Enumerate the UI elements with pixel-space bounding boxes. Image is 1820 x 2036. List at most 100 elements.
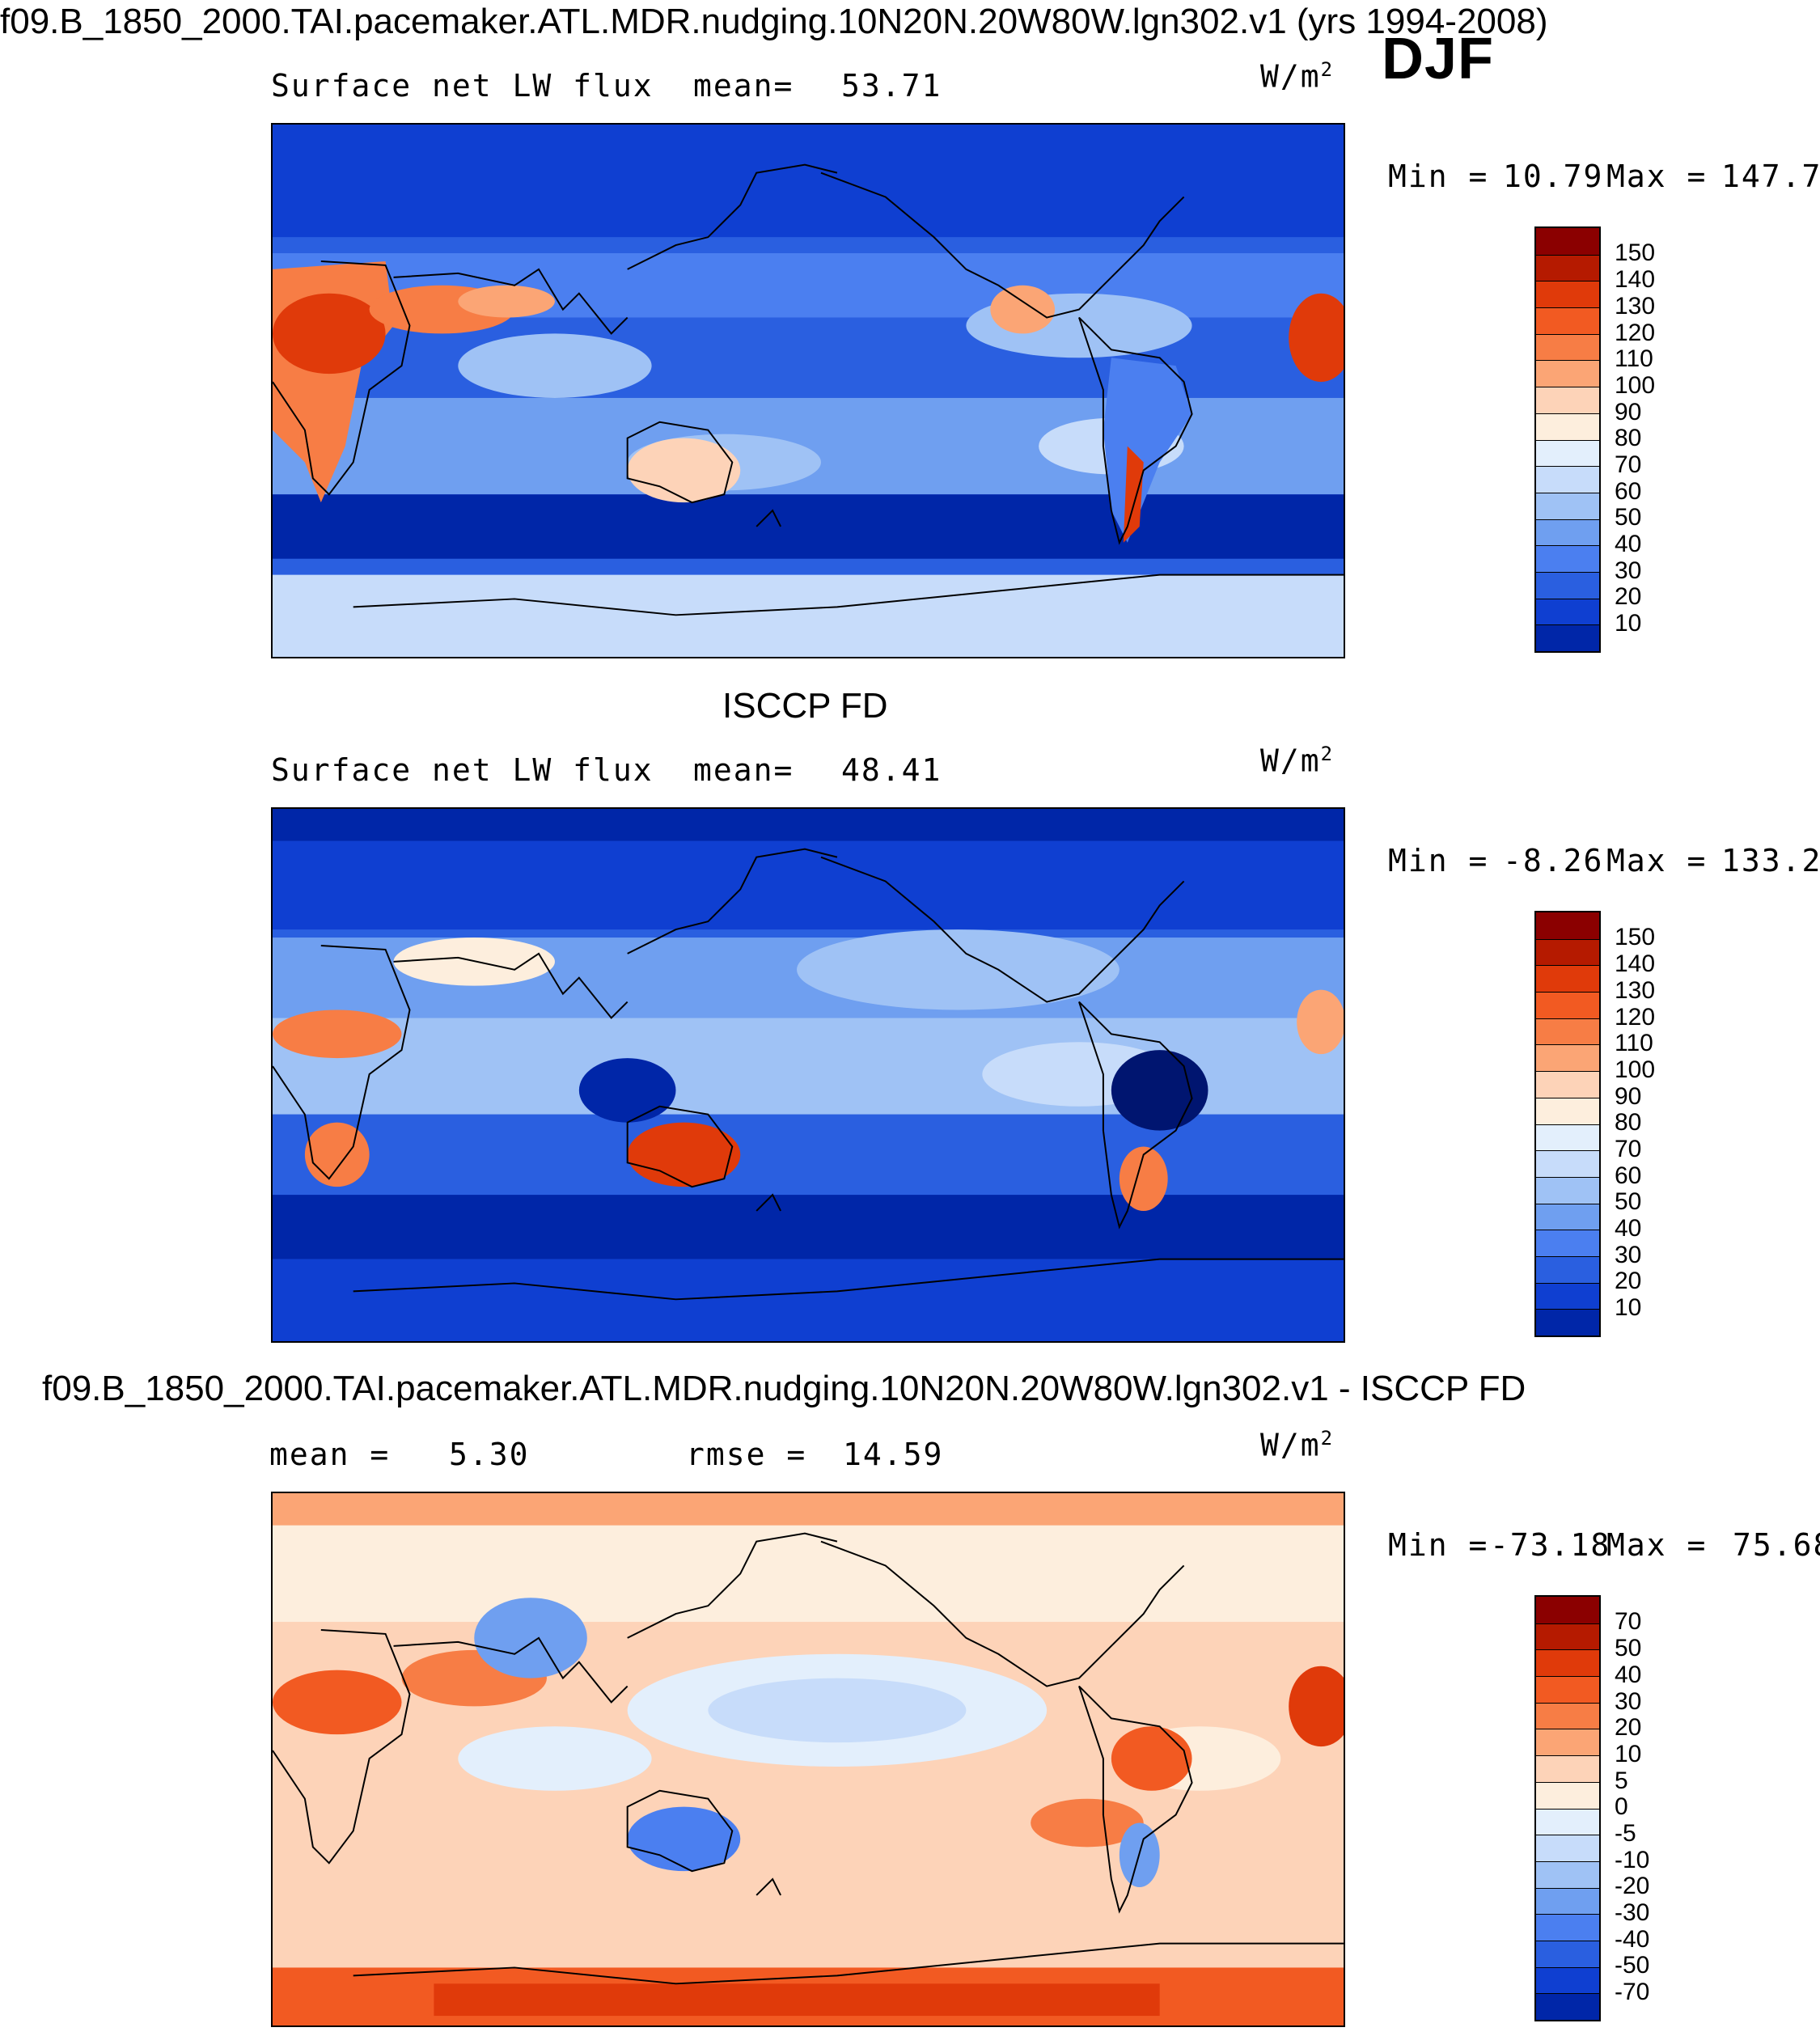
panel1-cbar-seg [1536, 545, 1599, 572]
panel3-min-value: -73.18 [1490, 1527, 1611, 1563]
panel1-min-value: 10.79 [1503, 159, 1604, 194]
panel3-cbar-seg [1536, 1835, 1599, 1861]
panel1-cbar-tick: 20 [1615, 583, 1642, 610]
panel2-cbar-seg [1536, 965, 1599, 993]
panel2-cbar-seg [1536, 938, 1599, 966]
panel2-cbar-tick: 150 [1615, 924, 1656, 950]
panel2-cbar-seg [1536, 1203, 1599, 1230]
panel2-map [271, 807, 1345, 1343]
panel3-map-canvas [273, 1493, 1344, 2025]
panel2-mean-value: 48.41 [841, 752, 942, 788]
panel1-cbar-tick: 10 [1615, 610, 1642, 637]
panel3-cbar-tick: -10 [1615, 1847, 1650, 1873]
panel1-cbar-tick: 40 [1615, 531, 1642, 557]
panel1-min-label: Min = [1388, 159, 1489, 194]
panel3-cbar-seg [1536, 1808, 1599, 1835]
panel1-cbar-seg [1536, 228, 1599, 255]
panel3-cbar-seg [1536, 1649, 1599, 1677]
panel1-mean-value: 53.71 [841, 68, 942, 104]
panel3-rmse-value: 14.59 [843, 1437, 944, 1472]
panel2-colorbar [1534, 911, 1601, 1337]
panel2-cbar-tick: 60 [1615, 1162, 1642, 1189]
panel3-cbar-tick: 50 [1615, 1635, 1642, 1661]
panel2-mean-label: mean= [693, 752, 794, 788]
panel3-cbar-seg [1536, 1940, 1599, 1967]
panel2-cbar-tick: 50 [1615, 1188, 1642, 1215]
panel1-cbar-seg [1536, 387, 1599, 413]
panel2-cbar-seg [1536, 1097, 1599, 1124]
panel2-cbar-seg [1536, 1044, 1599, 1072]
panel3-cbar-seg [1536, 1993, 1599, 2020]
panel2-max-value: 133.21 [1721, 843, 1820, 878]
panel1-cbar-seg [1536, 360, 1599, 387]
panel2-cbar-tick: 40 [1615, 1215, 1642, 1242]
panel1-cbar-tick: 90 [1615, 399, 1642, 425]
panel2-cbar-seg [1536, 1018, 1599, 1045]
panel3-cbar-seg [1536, 1623, 1599, 1650]
panel3-cbar-seg [1536, 1755, 1599, 1782]
panel1-max-label: Max = [1606, 159, 1708, 194]
panel3-cbar-tick: 70 [1615, 1608, 1642, 1635]
panel2-cbar-seg [1536, 992, 1599, 1018]
panel1-cbar-seg [1536, 281, 1599, 308]
panel2-cbar-tick: 110 [1615, 1030, 1653, 1056]
panel3-cbar-tick: -70 [1615, 1979, 1650, 2005]
panel2-cbar-seg [1536, 1124, 1599, 1151]
panel3-cbar-seg [1536, 1914, 1599, 1941]
panel3-cbar-tick: -40 [1615, 1926, 1650, 1953]
panel2-cbar-seg [1536, 1309, 1599, 1335]
panel2-min-label: Min = [1388, 843, 1489, 878]
panel3-mean-label: mean = [269, 1437, 391, 1472]
panel1-cbar-tick: 130 [1615, 293, 1656, 320]
panel2-min-value: -8.26 [1503, 843, 1604, 878]
panel3-cbar-seg [1536, 1781, 1599, 1809]
panel3-cbar-seg [1536, 1729, 1599, 1756]
panel3-colorbar [1534, 1595, 1601, 2021]
season-label: DJF [1382, 27, 1495, 91]
panel3-cbar-tick: -50 [1615, 1952, 1650, 1979]
panel2-cbar-tick: 140 [1615, 950, 1656, 977]
panel1-cbar-seg [1536, 492, 1599, 519]
panel1-colorbar [1534, 226, 1601, 653]
panel1-mean-label: mean= [693, 68, 794, 104]
panel3-cbar-tick: 40 [1615, 1661, 1642, 1688]
panel3-cbar-tick: 10 [1615, 1741, 1642, 1767]
panel2-cbar-tick: 30 [1615, 1242, 1642, 1268]
panel3-cbar-tick: -30 [1615, 1899, 1650, 1926]
panel2-max-label: Max = [1606, 843, 1708, 878]
panel1-cbar-seg [1536, 307, 1599, 334]
panel2-map-canvas [273, 809, 1344, 1341]
panel2-cbar-seg [1536, 1071, 1599, 1098]
panel1-cbar-tick: 100 [1615, 372, 1656, 399]
panel2-variable: Surface net LW flux [271, 752, 654, 788]
panel1-map [271, 123, 1345, 658]
panel1-variable: Surface net LW flux [271, 68, 654, 104]
panel1-cbar-seg [1536, 519, 1599, 546]
panel2-cbar-tick: 120 [1615, 1004, 1656, 1031]
figure-title: f09.B_1850_2000.TAI.pacemaker.ATL.MDR.nu… [0, 2, 1548, 41]
panel2-title: ISCCP FD [722, 686, 888, 726]
panel3-cbar-tick: -20 [1615, 1873, 1650, 1899]
panel1-cbar-seg [1536, 571, 1599, 599]
panel1-map-canvas [273, 125, 1344, 657]
panel1-cbar-seg [1536, 439, 1599, 467]
panel3-cbar-seg [1536, 1597, 1599, 1623]
panel2-cbar-seg [1536, 1150, 1599, 1177]
panel3-cbar-seg [1536, 1966, 1599, 1994]
panel2-cbar-tick: 90 [1615, 1083, 1642, 1110]
panel3-cbar-seg [1536, 1887, 1599, 1915]
panel2-cbar-tick: 100 [1615, 1056, 1656, 1083]
panel3-cbar-seg [1536, 1860, 1599, 1888]
panel3-min-label: Min = [1388, 1527, 1489, 1563]
panel2-cbar-tick: 130 [1615, 977, 1656, 1004]
panel2-cbar-seg [1536, 1282, 1599, 1310]
panel3-cbar-tick: -5 [1615, 1820, 1636, 1847]
panel1-cbar-tick: 110 [1615, 345, 1653, 372]
panel3-rmse-label: rmse = [686, 1437, 807, 1472]
panel3-mean-value: 5.30 [449, 1437, 530, 1472]
panel1-cbar-tick: 30 [1615, 557, 1642, 584]
panel1-cbar-tick: 50 [1615, 504, 1642, 531]
panel3-cbar-tick: 0 [1615, 1793, 1628, 1820]
panel2-cbar-tick: 20 [1615, 1268, 1642, 1294]
panel1-cbar-tick: 120 [1615, 320, 1656, 346]
